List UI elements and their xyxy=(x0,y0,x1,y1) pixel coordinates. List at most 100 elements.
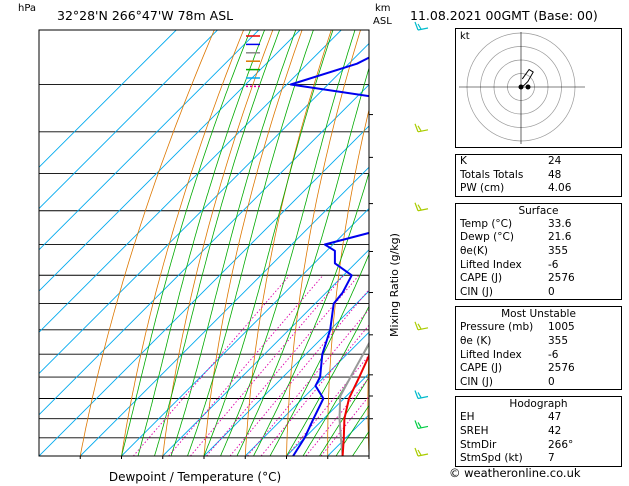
km-unit-label: km xyxy=(375,3,391,14)
pressure-unit-label: hPa xyxy=(18,3,37,14)
x-axis-title: Dewpoint / Temperature (°C) xyxy=(109,470,281,484)
wet-adiabat-line xyxy=(121,30,251,456)
dewpoint-line xyxy=(289,56,369,456)
hodograph-box-title: Hodograph xyxy=(509,398,568,411)
mixing-ratio-line xyxy=(247,308,369,456)
wind-barb xyxy=(417,453,429,457)
skewt-chart: Dewpoint / Temperature (°C) Mixing Ratio… xyxy=(38,21,450,484)
surface-label: CIN (J) xyxy=(460,285,493,298)
mixing-ratio-line xyxy=(229,289,369,456)
dry-adiabat-line xyxy=(162,30,274,456)
isotherm-line xyxy=(79,166,369,456)
wet-adiabat-line xyxy=(253,171,369,456)
surface-label: Lifted Index xyxy=(460,258,522,271)
wet-adiabat-line xyxy=(286,305,369,456)
chart-axes xyxy=(79,114,373,459)
wind-barb-flag xyxy=(414,447,419,457)
wind-barb-flag xyxy=(414,21,419,31)
wet-adiabat-line xyxy=(335,404,369,456)
index-label: Totals Totals xyxy=(460,168,524,181)
datetime-title: 11.08.2021 00GMT (Base: 00) xyxy=(410,8,598,23)
storm-motion-marker xyxy=(525,84,531,90)
wet-adiabat-line xyxy=(368,455,369,456)
wind-barb-flag xyxy=(414,420,419,429)
mixing-ratio-line xyxy=(132,275,290,456)
wind-barbs xyxy=(414,21,429,457)
wet-adiabat-line xyxy=(319,376,369,456)
isotherm-line xyxy=(39,30,177,168)
isotherm-line xyxy=(39,30,342,333)
mixing-ratio-axis-title: Mixing Ratio (g/kg) xyxy=(388,233,401,337)
wind-barb-flag xyxy=(414,390,419,399)
isotherm-line xyxy=(39,42,369,375)
dry-adiabat-line xyxy=(79,30,215,456)
wet-adiabat-line xyxy=(220,30,356,456)
hodo-value: 266° xyxy=(548,438,574,451)
hodo-value: 42 xyxy=(548,424,562,437)
hodo-value: 7 xyxy=(548,452,555,465)
isotherm-line xyxy=(368,455,369,456)
mu-label: Pressure (mb) xyxy=(460,321,534,334)
wind-barb-flag xyxy=(417,323,422,330)
wind-barb-flag xyxy=(417,23,422,30)
hodo-label: EH xyxy=(460,411,475,424)
chart-profiles xyxy=(289,56,369,456)
surface-box: Surface Temp (°C) 33.6 Dewp (°C) 21.6 θe(K… xyxy=(455,202,622,301)
dry-adiabat-line xyxy=(407,30,449,456)
surface-value: 33.6 xyxy=(548,217,572,230)
most-unstable-title: Most Unstable xyxy=(501,308,576,321)
location-title: 32°28'N 266°47'W 78m ASL xyxy=(57,8,234,23)
wind-barb-flag xyxy=(417,125,422,132)
surface-title: Surface xyxy=(518,204,559,217)
index-label: K xyxy=(460,155,467,167)
chart-grid xyxy=(39,30,450,456)
hodo-label: StmDir xyxy=(460,438,497,451)
surface-label: CAPE (J) xyxy=(460,272,503,285)
temperature-line xyxy=(341,353,369,456)
wind-barb-flag xyxy=(417,449,422,456)
dry-adiabat-line xyxy=(203,30,303,456)
asl-unit-label: ASL xyxy=(373,16,392,27)
wind-barb-flag xyxy=(414,321,419,331)
hodo-value: 47 xyxy=(548,411,562,424)
wet-adiabat-line xyxy=(236,66,369,456)
dry-adiabat-line xyxy=(121,30,244,456)
wet-adiabat-line xyxy=(269,253,369,456)
wind-barb xyxy=(417,425,429,430)
info-panel: K 24 Totals Totals 48 PW (cm) 4.06 Surface … xyxy=(455,154,622,473)
copyright-link[interactable]: © weatheronline.co.uk xyxy=(449,466,581,480)
mu-label: θe (K) xyxy=(460,334,492,347)
isotherm-line xyxy=(162,249,369,456)
wind-barb-flag xyxy=(414,202,419,211)
mu-value: 0 xyxy=(548,375,555,388)
wet-adiabat-line xyxy=(137,30,265,456)
mu-value: 355 xyxy=(548,334,569,347)
mu-label: CIN (J) xyxy=(460,375,493,388)
hodo-label: StmSpd (kt) xyxy=(460,452,523,465)
wind-barb-flag xyxy=(417,204,422,211)
isotherm-line xyxy=(39,30,218,210)
dry-adiabat-line xyxy=(367,342,369,456)
wind-barb xyxy=(417,395,429,400)
mixing-ratio-line xyxy=(168,275,324,456)
isotherm-line xyxy=(39,30,301,292)
dry-adiabat-line xyxy=(445,30,450,456)
chart-legend xyxy=(246,35,260,88)
most-unstable-box: Most Unstable Pressure (mb) 1005 θe (K) 35… xyxy=(455,306,622,391)
index-value: 24 xyxy=(548,155,562,167)
surface-label: Temp (°C) xyxy=(460,217,513,230)
surface-label: θe(K) xyxy=(460,244,488,257)
mu-value: 2576 xyxy=(548,362,575,375)
isotherm-line xyxy=(286,372,369,456)
mixing-ratio-line xyxy=(190,275,345,456)
isotherm-line xyxy=(39,30,260,251)
surface-value: 2576 xyxy=(548,272,575,285)
surface-label: Dewp (°C) xyxy=(460,231,514,244)
mu-value: -6 xyxy=(548,348,559,361)
hodograph-chart: kt xyxy=(455,28,622,148)
wind-barb xyxy=(417,327,429,331)
dry-adiabat-line xyxy=(244,30,332,456)
index-value: 4.06 xyxy=(548,182,572,195)
wind-barb-flag xyxy=(414,123,419,133)
isotherm-line xyxy=(39,125,369,456)
